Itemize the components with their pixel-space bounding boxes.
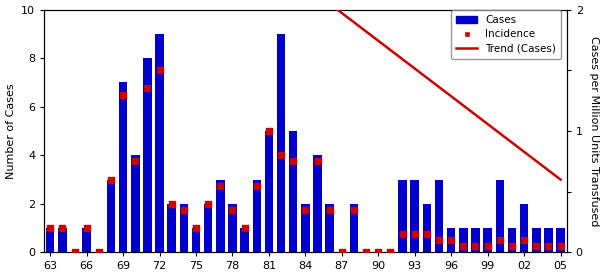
Bar — [264, 131, 273, 252]
Point — [252, 183, 261, 188]
Bar — [204, 204, 212, 252]
Bar — [447, 228, 456, 252]
Point — [507, 244, 517, 248]
Point — [215, 183, 225, 188]
Point — [289, 159, 298, 163]
Point — [519, 238, 529, 242]
Point — [397, 232, 407, 236]
Bar — [192, 228, 200, 252]
Bar — [106, 179, 115, 252]
Bar — [119, 83, 128, 252]
Bar — [398, 179, 407, 252]
Legend: Cases, Incidence, Trend (Cases): Cases, Incidence, Trend (Cases) — [451, 10, 561, 59]
Point — [495, 238, 505, 242]
Point — [556, 244, 566, 248]
Point — [471, 244, 480, 248]
Point — [119, 92, 128, 97]
Point — [531, 244, 541, 248]
Bar — [520, 204, 528, 252]
Y-axis label: Cases per Million Units Transfused: Cases per Million Units Transfused — [589, 36, 600, 226]
Point — [70, 250, 79, 255]
Point — [361, 250, 371, 255]
Bar — [216, 179, 224, 252]
Bar — [495, 179, 504, 252]
Point — [410, 232, 420, 236]
Point — [167, 202, 177, 206]
Bar — [410, 179, 419, 252]
Point — [143, 86, 152, 91]
Point — [434, 238, 444, 242]
Bar — [325, 204, 334, 252]
Point — [446, 238, 456, 242]
Bar — [58, 228, 67, 252]
Bar — [483, 228, 492, 252]
Bar — [277, 34, 286, 252]
Point — [337, 250, 347, 255]
Bar — [435, 179, 443, 252]
Bar — [544, 228, 552, 252]
Point — [227, 208, 237, 212]
Point — [483, 244, 492, 248]
Point — [155, 68, 165, 73]
Point — [240, 226, 249, 230]
Bar — [556, 228, 565, 252]
Bar — [82, 228, 91, 252]
Point — [191, 226, 201, 230]
Point — [179, 208, 189, 212]
Point — [276, 153, 286, 158]
Bar — [313, 155, 322, 252]
Bar — [155, 34, 164, 252]
Bar — [289, 131, 298, 252]
Point — [94, 250, 103, 255]
Point — [301, 208, 310, 212]
Point — [325, 208, 335, 212]
Bar — [46, 228, 54, 252]
Point — [264, 129, 274, 133]
Bar — [168, 204, 176, 252]
Y-axis label: Number of Cases: Number of Cases — [5, 83, 16, 179]
Point — [349, 208, 359, 212]
Point — [313, 159, 322, 163]
Bar — [350, 204, 358, 252]
Bar — [252, 179, 261, 252]
Bar — [459, 228, 468, 252]
Point — [57, 226, 67, 230]
Point — [459, 244, 468, 248]
Bar — [471, 228, 480, 252]
Point — [106, 177, 116, 182]
Bar — [423, 204, 431, 252]
Bar — [228, 204, 237, 252]
Point — [45, 226, 55, 230]
Point — [543, 244, 553, 248]
Bar — [143, 58, 152, 252]
Point — [203, 202, 213, 206]
Point — [373, 250, 383, 255]
Point — [385, 250, 395, 255]
Point — [82, 226, 91, 230]
Bar — [508, 228, 516, 252]
Point — [131, 159, 140, 163]
Point — [422, 232, 432, 236]
Bar — [240, 228, 249, 252]
Bar — [532, 228, 540, 252]
Bar — [180, 204, 188, 252]
Bar — [131, 155, 140, 252]
Bar — [301, 204, 310, 252]
